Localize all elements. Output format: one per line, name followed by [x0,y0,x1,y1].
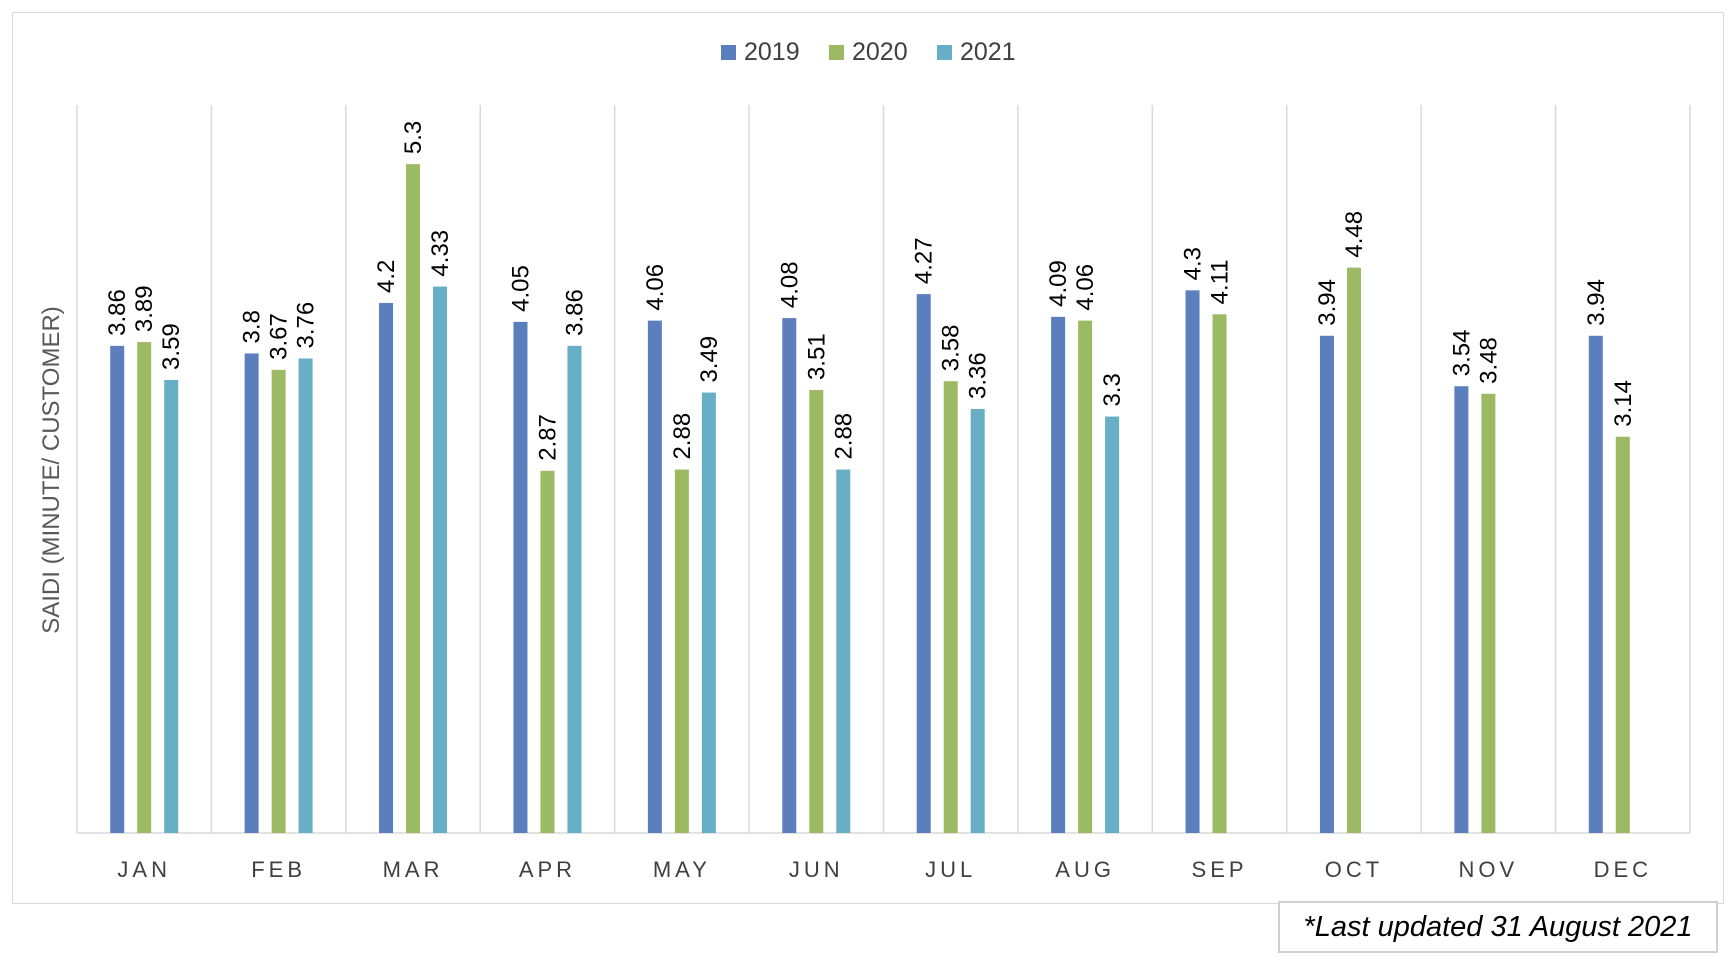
data-label: 3.89 [131,285,158,332]
data-label: 2.88 [830,413,857,460]
data-label: 4.11 [1207,259,1234,304]
data-label: 3.3 [1099,373,1126,406]
bar-2019-feb [244,353,259,833]
data-label: 4.27 [911,237,938,284]
x-tick-label: JUL [925,857,976,882]
data-label: 3.67 [266,313,293,360]
y-axis-label: SAIDI (MINUTE/ CUSTOMER) [38,306,65,634]
bar-2020-nov [1481,393,1496,833]
bar-2019-jun [782,318,797,833]
data-label: 3.58 [938,324,965,371]
data-label: 3.94 [1583,279,1610,326]
data-label: 4.06 [1072,264,1099,311]
bar-2020-aug [1078,320,1093,833]
data-label: 4.3 [1180,247,1207,280]
legend-swatch-2020 [829,45,844,60]
bar-2019-apr [513,321,528,833]
last-updated-note: *Last updated 31 August 2021 [1303,910,1693,943]
x-tick-label: JAN [117,857,171,882]
bar-2021-apr [567,345,582,833]
bar-2019-jul [916,294,931,834]
data-label: 3.86 [104,289,131,336]
data-label: 3.49 [696,336,723,383]
bar-2019-jan [110,345,125,833]
data-label: 3.48 [1475,337,1502,384]
data-label: 4.06 [642,264,669,311]
chart-frame [12,12,1724,904]
footnote-box: *Last updated 31 August 2021 [1278,901,1718,953]
bar-2021-may [701,392,716,833]
x-tick-label: SEP [1192,857,1248,882]
data-label: 3.51 [803,333,830,380]
bar-2020-mar [406,164,421,833]
bar-2020-sep [1212,314,1227,833]
bar-2021-mar [433,286,448,834]
data-label: 4.33 [427,230,454,277]
data-label: 3.14 [1610,380,1637,427]
legend-label-2021: 2021 [960,38,1016,66]
bar-2020-feb [271,369,286,833]
data-label: 4.08 [776,261,803,308]
data-label: 5.3 [400,121,427,154]
data-label: 4.05 [507,265,534,312]
bar-2021-jul [970,408,985,833]
bar-2020-jun [809,390,824,833]
data-label: 2.88 [669,413,696,460]
bar-2021-feb [298,358,313,833]
bar-2019-nov [1454,386,1469,833]
x-tick-label: FEB [251,857,306,882]
data-label: 2.87 [534,414,561,461]
data-label: 4.48 [1341,211,1368,258]
legend-label-2019: 2019 [744,38,800,66]
data-label: 3.36 [965,352,992,399]
x-tick-label: APR [519,857,576,882]
x-tick-label: JUN [789,857,844,882]
bar-2019-sep [1185,290,1200,834]
bar-2019-mar [379,302,394,834]
bar-2021-aug [1105,416,1120,833]
bar-2019-may [647,320,662,833]
legend-swatch-2021 [937,45,952,60]
bar-2020-may [674,469,689,833]
x-tick-label: NOV [1459,857,1519,882]
x-tick-label: MAY [653,857,711,882]
data-label: 3.86 [561,289,588,336]
bar-2019-aug [1051,316,1066,833]
x-tick-label: MAR [383,857,444,882]
legend-label-2020: 2020 [852,38,908,66]
legend-swatch-2019 [721,45,736,60]
bar-2019-oct [1319,335,1334,833]
data-label: 4.2 [373,260,400,293]
bar-2019-dec [1588,335,1603,833]
data-label: 3.76 [293,302,320,349]
bar-2020-jul [943,381,958,833]
bar-2021-jun [836,469,851,833]
data-label: 3.8 [239,310,266,343]
x-tick-label: OCT [1325,857,1383,882]
x-tick-label: AUG [1055,857,1115,882]
data-label: 3.59 [158,323,185,370]
x-tick-label: DEC [1594,857,1652,882]
data-label: 3.94 [1314,279,1341,326]
bar-2020-apr [540,470,555,833]
data-label: 3.54 [1448,330,1475,377]
bar-2020-jan [137,342,152,833]
bar-2021-jan [164,379,179,833]
data-label: 4.09 [1045,260,1072,307]
bar-2020-dec [1615,436,1630,833]
bar-2020-oct [1346,267,1361,833]
